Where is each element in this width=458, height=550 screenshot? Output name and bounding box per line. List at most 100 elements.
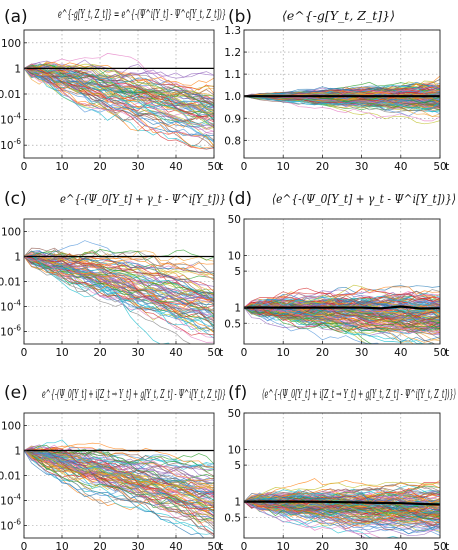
y-tick-label: 0.8: [224, 135, 241, 147]
trajectory-line: [24, 256, 214, 338]
x-tick-label: 20: [316, 347, 329, 359]
panel-label: (e): [4, 383, 28, 403]
trajectory-line: [244, 95, 440, 109]
trajectory-line: [24, 256, 214, 307]
trajectory-line: [24, 253, 214, 301]
y-tick-label: 100: [1, 227, 21, 239]
trajectory-line: [244, 75, 440, 97]
trajectory-line: [24, 253, 214, 316]
trajectory-line: [24, 62, 214, 86]
panel-title: ⟨e^{-(Ψ_0[Y_t] + γ_t - Ψ^i[Y_t])}⟩: [272, 191, 456, 206]
trajectory-line: [244, 481, 440, 502]
y-tick-label: 0.01: [0, 89, 21, 101]
trajectory-line: [24, 68, 214, 122]
x-tick-label: 50: [207, 541, 220, 550]
trajectory-line: [244, 296, 440, 315]
mean-line: [244, 500, 440, 506]
trajectory-line: [24, 449, 214, 476]
y-tick-label: 0.9: [224, 113, 241, 125]
trajectory-line: [244, 500, 367, 538]
chart-panel-a: 0 10 20 30 40 50t 100 1 0.01 10-4 10-6 (a) e^{-g[Y_t…: [0, 6, 226, 173]
trajectory-line: [24, 68, 214, 118]
trajectory-line: [244, 500, 440, 530]
trajectory-line: [244, 484, 440, 502]
panel-title: e^{-(Ψ_0[Y_t] + γ_t - Ψ^i[Y_t])}: [60, 191, 226, 206]
y-tick-label: 1.0: [224, 91, 241, 103]
trajectory-line: [24, 450, 214, 494]
x-tick-label: 30: [131, 541, 144, 550]
chart-panel-e: 0 10 20 30 40 50t 100 1 0.01 10-4 10-6 (e) e^{-(Ψ_0[…: [0, 383, 226, 550]
x-tick-label: 20: [93, 347, 106, 359]
trajectory-line: [244, 501, 440, 524]
trajectory-line: [24, 66, 214, 105]
trajectory-line: [244, 501, 440, 537]
y-tick-label: 1: [14, 252, 21, 264]
mean-line: [244, 305, 440, 310]
trajectory-line: [244, 307, 440, 330]
y-tick-label: 50: [228, 408, 241, 420]
trajectory-line: [24, 66, 214, 128]
y-tick-label: 1.3: [224, 25, 241, 37]
chart-panel-b: 0 10 20 30 40 50t 1.3 1.2 1.1 1.0 0.9 0.8 (b) ⟨e^{-g[…: [224, 7, 450, 173]
y-tick-label: 0.01: [0, 471, 21, 483]
y-tick-label: 0.5: [224, 318, 241, 330]
x-tick-label: 50: [433, 541, 446, 550]
x-tick-label: 40: [394, 347, 407, 359]
x-tick-label: 40: [394, 541, 407, 550]
y-tick-label: 10-6: [0, 324, 21, 339]
trajectory-line: [24, 254, 214, 329]
trajectory-line: [244, 81, 440, 97]
trajectory-line: [244, 307, 440, 326]
y-tick-label: 10: [228, 444, 241, 456]
trajectory-line: [244, 302, 440, 330]
trajectory-line: [24, 256, 214, 302]
x-tick-label: 10: [277, 161, 290, 173]
trajectory-line: [24, 450, 214, 489]
trajectory-line: [24, 68, 214, 141]
x-tick-label: 10: [55, 347, 68, 359]
trajectory-line: [24, 256, 214, 309]
y-tick-label: 1: [14, 63, 21, 75]
trajectory-line: [24, 68, 214, 150]
y-tick-label: 1: [14, 446, 21, 458]
trajectory-line: [244, 295, 440, 308]
x-tick-label: 0: [241, 161, 248, 173]
x-tick-label: 30: [131, 161, 144, 173]
trajectory-line: [24, 68, 214, 142]
grid: [24, 219, 214, 344]
y-tick-label: 100: [1, 38, 21, 50]
trajectories: [244, 478, 440, 538]
trajectory-line: [24, 249, 214, 273]
trajectories: [244, 284, 440, 344]
trajectory-line: [24, 256, 214, 322]
trajectory-line: [244, 90, 440, 97]
trajectory-line: [24, 450, 214, 532]
x-tick-label: 20: [93, 161, 106, 173]
y-tick-label: 50: [228, 214, 241, 226]
x-tick-label: 0: [21, 161, 28, 173]
x-tick-label: 50: [433, 347, 446, 359]
trajectory-line: [244, 494, 440, 509]
panel-title: e^{-(Ψ_0[Y_t] + i[Z_t → Y_t] + g[Y_t, Z_…: [42, 386, 226, 401]
panel-label: (d): [228, 189, 252, 209]
x-tick-label: 10: [55, 161, 68, 173]
trajectory-line: [244, 478, 440, 502]
y-tick-label: 10-4: [0, 112, 21, 127]
x-tick-label: 0: [21, 347, 28, 359]
x-axis-label: t: [445, 540, 450, 550]
x-axis-label: t: [219, 160, 224, 173]
x-tick-label: 40: [169, 161, 182, 173]
trajectory-line: [24, 256, 214, 315]
trajectory-line: [24, 68, 214, 119]
trajectories: [244, 75, 440, 125]
x-tick-label: 30: [131, 347, 144, 359]
trajectory-line: [244, 307, 381, 344]
trajectory-line: [24, 448, 214, 536]
x-tick-label: 40: [394, 161, 407, 173]
y-tick-label: 5: [234, 460, 241, 472]
trajectory-line: [24, 450, 214, 484]
x-tick-label: 30: [355, 347, 368, 359]
x-tick-label: 50: [207, 347, 220, 359]
y-tick-label: 1.2: [224, 47, 241, 59]
